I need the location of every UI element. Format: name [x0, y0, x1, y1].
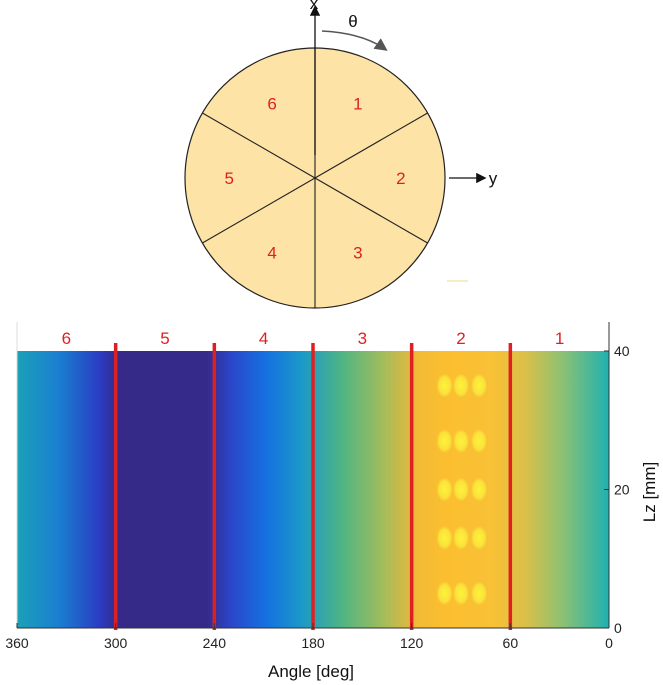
sector-label-4: 4: [267, 243, 276, 262]
x-tick-label: 240: [203, 635, 227, 651]
hotspot: [471, 429, 488, 454]
hotspot: [436, 429, 453, 454]
sector-divider: [202, 112, 316, 179]
heatmap-plot: 6 5 4 3 2 1 360 300 240 180 120 60 0 0 20 40 Angle [d…: [5, 322, 659, 681]
hotspot: [453, 373, 469, 398]
sector-3: [315, 178, 428, 308]
x-tick-label: 360: [5, 635, 29, 651]
sector-divider: [314, 112, 428, 179]
sector-label-3: 3: [353, 243, 362, 262]
circle-sectors: [185, 48, 445, 308]
sector-label-1: 1: [353, 95, 362, 114]
sector-divider: [202, 177, 316, 244]
hotspot: [453, 429, 469, 454]
hotspot: [471, 581, 488, 606]
strip-label-5: 5: [160, 329, 169, 348]
hotspot: [453, 525, 469, 550]
hotspot: [453, 581, 469, 606]
strip-label-3: 3: [358, 329, 367, 348]
sector-label-2: 2: [396, 169, 405, 188]
strip-label-1: 1: [555, 329, 564, 348]
sector-label-6: 6: [267, 95, 276, 114]
sector-4: [202, 178, 315, 308]
theta-label: θ: [348, 12, 357, 31]
hotspot: [436, 581, 453, 606]
x-tick-label: 0: [605, 635, 613, 651]
x-axis-title: Angle [deg]: [268, 662, 354, 681]
sector-label-5: 5: [224, 169, 233, 188]
x-tick-label: 300: [104, 635, 128, 651]
y-axis-ticks: 0 20 40: [604, 343, 630, 636]
hotspot: [436, 525, 453, 550]
sector-strip-labels: 6 5 4 3 2 1: [62, 329, 565, 348]
y-tick-label: 20: [614, 482, 630, 498]
x-tick-label: 60: [503, 635, 519, 651]
sector-2: [315, 113, 445, 243]
hotspot: [436, 373, 453, 398]
x-tick-label: 180: [301, 635, 325, 651]
y-axis-label: y: [489, 169, 498, 188]
sector-6: [202, 48, 315, 178]
hotspot: [453, 477, 469, 502]
sector-boundary-lines: [113, 343, 513, 630]
hotspot: [471, 373, 488, 398]
y-tick-label: 40: [614, 343, 630, 359]
y-axis-title: Lz [mm]: [640, 462, 659, 522]
sector-divider: [314, 177, 428, 244]
sector-1: [315, 48, 428, 178]
strip-label-6: 6: [62, 329, 71, 348]
theta-direction-arrow: [321, 30, 388, 51]
y-tick-label: 0: [614, 620, 622, 636]
hotspot: [436, 477, 453, 502]
hotspot: [471, 477, 488, 502]
sector-divider-lines: [184, 47, 446, 309]
sector-diagram: x y θ 1 2 3 4 5 6: [184, 0, 498, 309]
sector-labels: 1 2 3 4 5 6: [224, 95, 405, 263]
strip-label-2: 2: [456, 329, 465, 348]
x-axis-label: x: [310, 0, 319, 13]
x-axis-ticks: 360 300 240 180 120 60 0: [5, 623, 613, 651]
x-tick-label: 120: [400, 635, 424, 651]
sector-5: [185, 113, 315, 243]
hotspots: [415, 351, 507, 628]
strip-label-4: 4: [259, 329, 268, 348]
hotspot: [471, 525, 488, 550]
